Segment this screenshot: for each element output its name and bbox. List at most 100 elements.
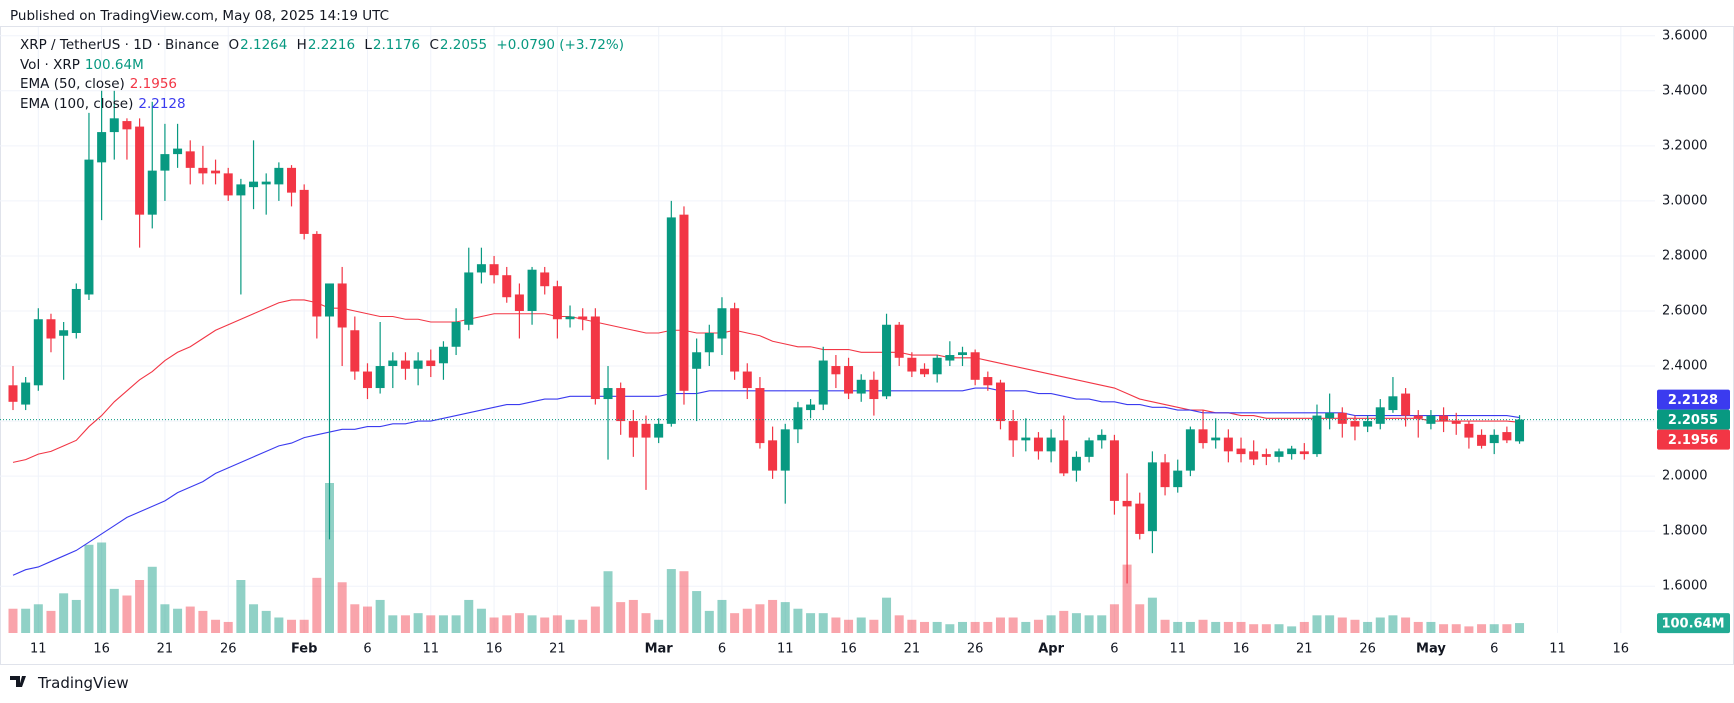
candle-body — [97, 132, 107, 163]
x-tick-label: 11 — [1169, 642, 1186, 657]
volume-bar — [211, 619, 221, 633]
ohlc-value: 2.2216 — [307, 37, 356, 53]
volume-bar — [869, 619, 879, 633]
volume-bar — [679, 571, 689, 633]
x-tick-label: 11 — [30, 642, 47, 657]
y-tick-label: 1.6000 — [1662, 579, 1708, 594]
volume-bar — [970, 621, 980, 633]
x-tick-label: Feb — [291, 642, 317, 657]
candle-body — [983, 377, 993, 386]
candle-body — [578, 316, 588, 320]
candle-body — [932, 357, 942, 375]
candle-body — [1109, 440, 1119, 501]
volume-bar — [173, 608, 183, 633]
candle-body — [1489, 434, 1499, 444]
volume-bar — [1135, 604, 1145, 633]
volume-bar — [1325, 615, 1335, 633]
candle-body — [1451, 421, 1461, 424]
volume-bar — [692, 591, 702, 633]
candle-body — [1477, 434, 1487, 446]
volume-bar — [730, 613, 740, 633]
candle-body — [1312, 415, 1322, 455]
x-tick-label: Apr — [1038, 642, 1064, 657]
volume-bar — [249, 604, 259, 633]
volume-value: 100.64M — [84, 56, 144, 73]
candle-body — [742, 371, 752, 389]
candle-body — [603, 388, 613, 400]
legend-row: EMA (50, close) 2.1956 — [20, 75, 629, 95]
candle-body — [1337, 412, 1347, 424]
volume-bar — [882, 597, 892, 633]
ema-value: 2.2128 — [138, 95, 186, 112]
candle-body — [958, 352, 967, 356]
volume-bar — [502, 615, 512, 633]
candle-body — [312, 233, 322, 317]
candle-body — [894, 324, 904, 358]
volume-bar — [464, 599, 474, 633]
x-tick-label: 21 — [549, 642, 566, 657]
candle-body — [717, 308, 727, 339]
volume-bar — [514, 613, 524, 633]
x-tick-label: Mar — [645, 642, 674, 657]
y-tick-label: 1.8000 — [1662, 524, 1708, 539]
ohlc-letter: O — [228, 37, 240, 53]
candle-body — [704, 333, 714, 353]
candle-body — [1515, 419, 1525, 442]
x-tick-label: 16 — [1233, 642, 1250, 657]
candle-body — [173, 148, 183, 155]
volume-bar — [147, 566, 157, 633]
volume-bar — [1223, 621, 1233, 633]
candle-body — [1135, 503, 1145, 534]
candle-body — [1375, 407, 1385, 424]
candle-body — [1185, 429, 1195, 471]
volume-bar — [1084, 615, 1094, 633]
candle-body — [261, 181, 271, 185]
candle-body — [793, 407, 803, 430]
candle-layer — [0, 90, 1655, 584]
volume-bar — [818, 613, 828, 633]
volume-bar — [337, 582, 347, 633]
candle-body — [679, 214, 689, 391]
volume-bar — [375, 599, 385, 633]
volume-bar — [628, 599, 638, 633]
volume-bar — [198, 610, 208, 633]
volume-bar — [287, 619, 297, 633]
x-tick-label: 11 — [777, 642, 794, 657]
candle-body — [211, 170, 221, 174]
y-tick-label: 3.2000 — [1662, 138, 1708, 153]
volume-bar — [1274, 624, 1284, 633]
volume-bar — [1401, 617, 1411, 633]
volume-bar — [451, 615, 461, 633]
candle-body — [768, 440, 778, 471]
candle-body — [71, 288, 81, 334]
grid-layer — [0, 27, 1655, 633]
candle-body — [1071, 456, 1081, 471]
volume-bar — [489, 617, 499, 633]
volume-bar — [1021, 621, 1031, 633]
volume-bar — [793, 608, 803, 633]
legend-row: EMA (100, close) 2.2128 — [20, 95, 629, 115]
volume-bar — [1046, 615, 1056, 633]
volume-badge-bg — [1657, 613, 1730, 634]
volume-bar — [907, 619, 917, 633]
volume-bar — [71, 599, 81, 633]
volume-bar — [616, 602, 626, 633]
y-tick-label: 3.6000 — [1662, 28, 1708, 43]
volume-bar — [1489, 624, 1499, 633]
x-tick-label: 26 — [220, 642, 237, 657]
candle-body — [274, 167, 284, 185]
volume-bar — [1097, 615, 1107, 633]
volume-bar — [920, 621, 930, 633]
x-tick-label: 16 — [486, 642, 503, 657]
ema-name: EMA (100, close) — [20, 95, 134, 112]
logo-icon — [10, 676, 26, 687]
candle-body — [1122, 500, 1132, 507]
candle-body — [818, 360, 828, 405]
volume-bar — [527, 615, 537, 633]
volume-bar — [350, 604, 360, 633]
volume-bar — [704, 610, 714, 633]
ohlc-value: 2.1176 — [372, 37, 421, 53]
candle-body — [654, 423, 664, 438]
ohlc-value: 2.2055 — [439, 37, 488, 53]
